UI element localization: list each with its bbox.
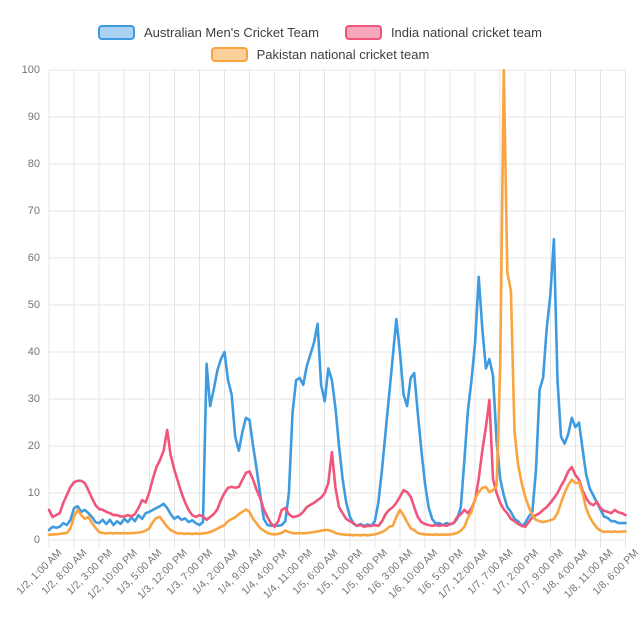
chart-legend: Australian Men's Cricket Team India nati… [0, 25, 640, 62]
legend-item-pakistan: Pakistan national cricket team [210, 47, 430, 62]
legend-swatch-india-icon [344, 25, 382, 40]
series-line-2 [47, 68, 627, 537]
y-axis-label: 0 [33, 533, 40, 546]
y-axis-label: 20 [27, 439, 40, 452]
y-axis-label: 80 [27, 157, 40, 170]
legend-swatch-pakistan-icon [210, 47, 248, 62]
y-axis-label: 60 [27, 251, 40, 264]
legend-item-australia: Australian Men's Cricket Team [98, 25, 319, 40]
series-line-1 [47, 398, 627, 529]
legend-label-pakistan: Pakistan national cricket team [256, 47, 430, 62]
legend-label-australia: Australian Men's Cricket Team [144, 25, 319, 40]
y-axis-label: 10 [27, 486, 40, 499]
legend-swatch-australia-icon [98, 25, 136, 40]
legend-label-india: India national cricket team [390, 25, 542, 40]
y-axis-label: 90 [27, 110, 40, 123]
legend-row-2: Pakistan national cricket team [210, 47, 430, 62]
y-axis-label: 70 [27, 204, 40, 217]
y-axis-label: 30 [27, 392, 40, 405]
legend-item-india: India national cricket team [344, 25, 542, 40]
y-axis-label: 50 [27, 298, 40, 311]
y-axis-label: 40 [27, 345, 40, 358]
legend-row-1: Australian Men's Cricket Team India nati… [98, 25, 542, 40]
series-line-0 [47, 237, 627, 532]
y-axis-label: 100 [21, 63, 40, 76]
